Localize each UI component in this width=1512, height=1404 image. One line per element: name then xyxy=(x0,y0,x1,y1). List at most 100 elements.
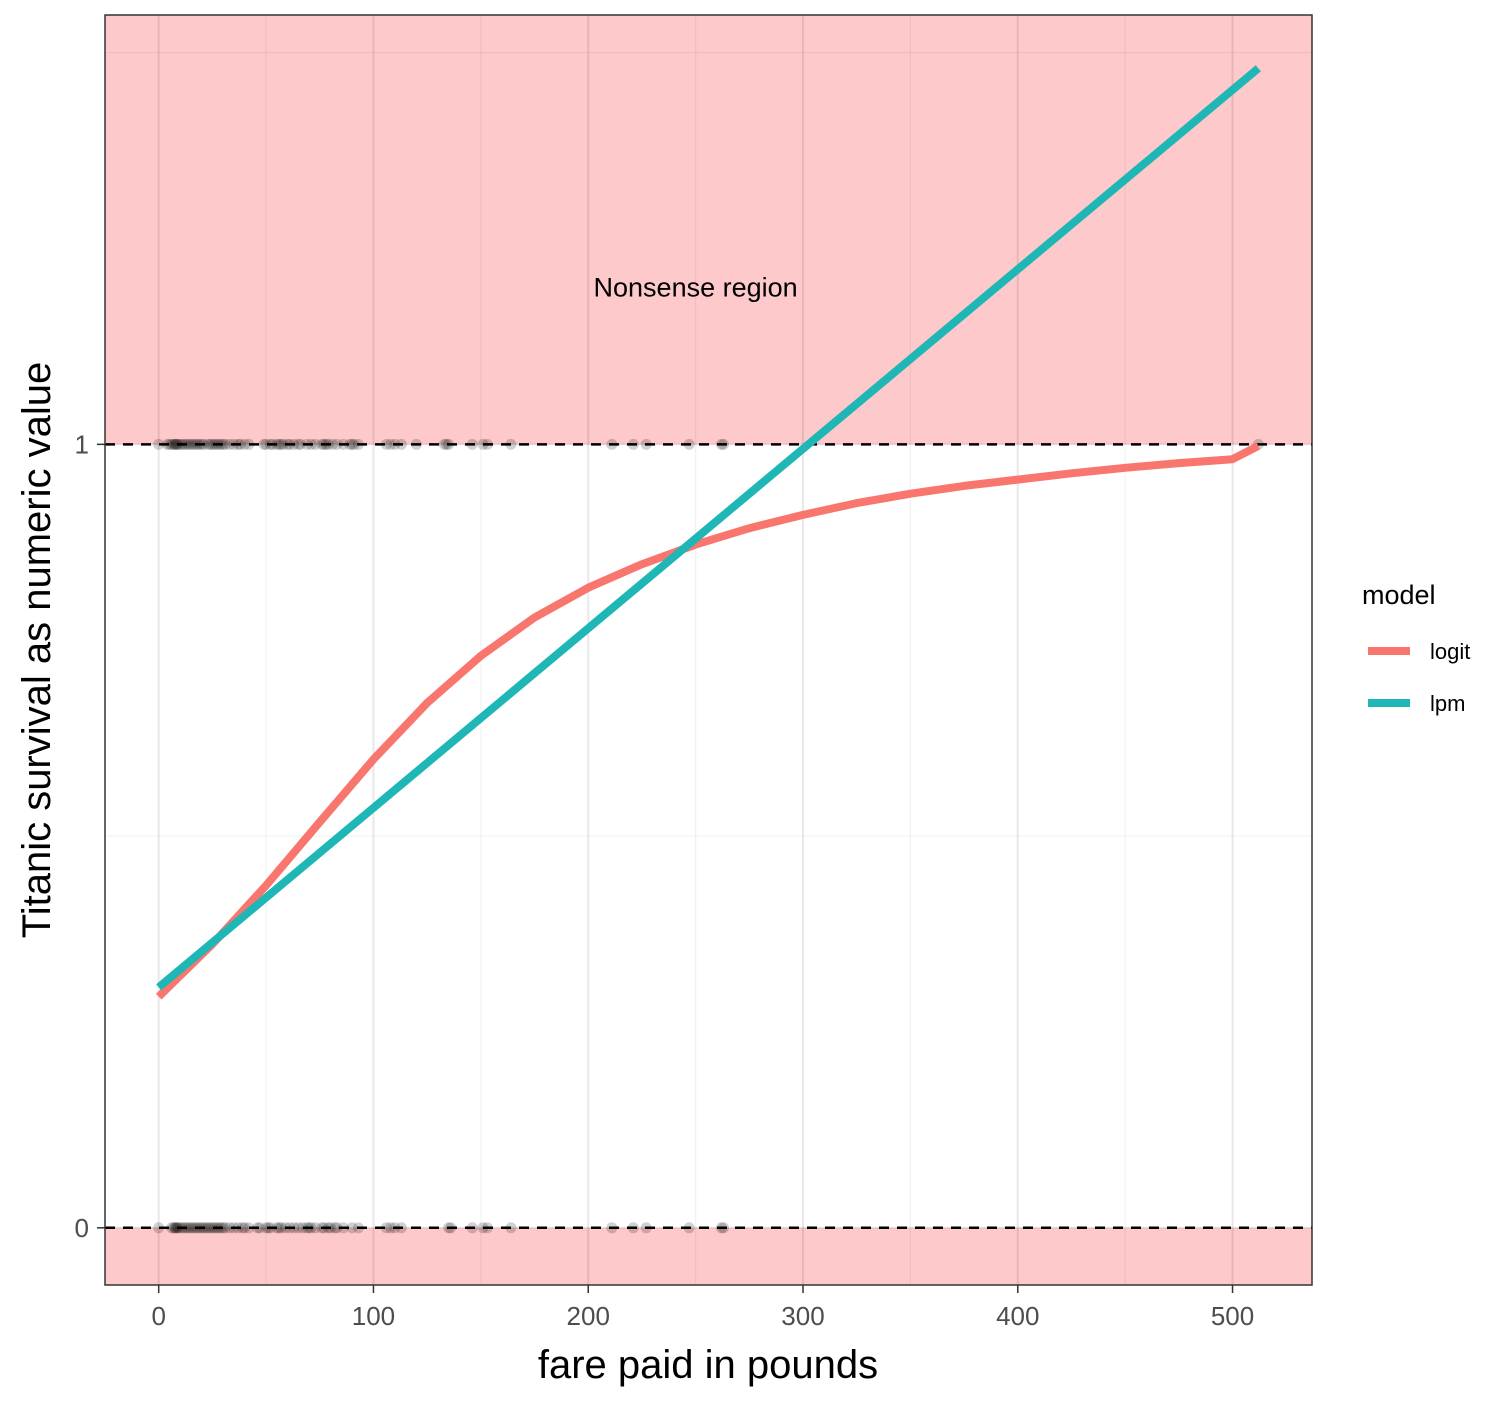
point xyxy=(292,1222,304,1234)
point xyxy=(174,438,186,450)
point xyxy=(169,438,181,450)
point xyxy=(438,438,450,450)
point xyxy=(395,1222,407,1234)
point xyxy=(282,438,294,450)
point xyxy=(389,1222,401,1234)
point xyxy=(718,1222,730,1234)
nonsense-shaded-regions xyxy=(105,15,1312,1285)
point xyxy=(318,438,330,450)
point xyxy=(239,438,251,450)
point xyxy=(239,1222,251,1234)
point xyxy=(168,438,180,450)
point xyxy=(206,438,218,450)
point xyxy=(170,1222,182,1234)
point xyxy=(172,1222,184,1234)
point xyxy=(187,1222,199,1234)
point xyxy=(273,438,285,450)
point xyxy=(243,1222,255,1234)
point xyxy=(189,438,201,450)
point xyxy=(301,1222,313,1234)
point xyxy=(204,438,216,450)
point xyxy=(213,1222,225,1234)
point xyxy=(171,1222,183,1234)
point xyxy=(271,438,283,450)
point xyxy=(196,438,208,450)
point xyxy=(187,438,199,450)
point xyxy=(169,1222,181,1234)
point xyxy=(297,1222,309,1234)
point xyxy=(262,1222,274,1234)
axes: 0 100 200 300 400 500 0 1 xyxy=(75,429,1255,1331)
point xyxy=(301,438,313,450)
point xyxy=(288,1222,300,1234)
point xyxy=(153,438,165,450)
point xyxy=(718,438,730,450)
point xyxy=(466,1222,478,1234)
point xyxy=(228,1222,240,1234)
point xyxy=(228,438,240,450)
point xyxy=(217,1222,229,1234)
point xyxy=(481,438,493,450)
point xyxy=(193,1222,205,1234)
point xyxy=(292,438,304,450)
y-tick-label: 0 xyxy=(75,1213,89,1243)
point xyxy=(337,1222,349,1234)
point xyxy=(254,1222,266,1234)
point xyxy=(344,438,356,450)
point xyxy=(176,438,188,450)
point xyxy=(279,1222,291,1234)
point xyxy=(183,1222,195,1234)
point xyxy=(505,1222,517,1234)
legend-label-lpm: lpm xyxy=(1430,691,1465,716)
point xyxy=(325,1222,337,1234)
point xyxy=(202,1222,214,1234)
point xyxy=(200,1222,212,1234)
x-tick-label: 200 xyxy=(567,1301,610,1331)
point xyxy=(309,1222,321,1234)
point xyxy=(215,438,227,450)
point xyxy=(389,438,401,450)
point xyxy=(505,438,517,450)
point xyxy=(346,1222,358,1234)
point xyxy=(273,1222,285,1234)
point xyxy=(178,1222,190,1234)
point xyxy=(385,438,397,450)
point xyxy=(322,1222,334,1234)
shaded-region-1 xyxy=(105,1227,1312,1285)
point xyxy=(191,438,203,450)
point xyxy=(352,1222,364,1234)
legend-title: model xyxy=(1362,580,1436,610)
x-tick-label: 400 xyxy=(996,1301,1039,1331)
point xyxy=(443,438,455,450)
x-axis-title: fare paid in pounds xyxy=(538,1343,878,1387)
point xyxy=(166,1222,178,1234)
point xyxy=(172,438,184,450)
point xyxy=(410,438,422,450)
data-points xyxy=(153,438,1264,1234)
point xyxy=(191,1222,203,1234)
point xyxy=(316,438,328,450)
y-axis-title: Titanic survival as numeric value xyxy=(15,362,59,939)
point xyxy=(219,1222,231,1234)
series-line-logit xyxy=(155,442,1261,1000)
point xyxy=(264,1222,276,1234)
point xyxy=(206,1222,218,1234)
point xyxy=(305,438,317,450)
point xyxy=(170,438,182,450)
point xyxy=(380,1222,392,1234)
point xyxy=(329,1222,341,1234)
point xyxy=(380,438,392,450)
point xyxy=(294,438,306,450)
point xyxy=(163,438,175,450)
point xyxy=(445,1222,457,1234)
legend-label-logit: logit xyxy=(1430,639,1470,664)
point xyxy=(198,438,210,450)
point xyxy=(258,438,270,450)
point xyxy=(309,438,321,450)
point xyxy=(284,438,296,450)
point xyxy=(267,438,279,450)
point xyxy=(440,438,452,450)
shaded-region-0 xyxy=(105,15,1312,445)
x-tick-label: 100 xyxy=(352,1301,395,1331)
